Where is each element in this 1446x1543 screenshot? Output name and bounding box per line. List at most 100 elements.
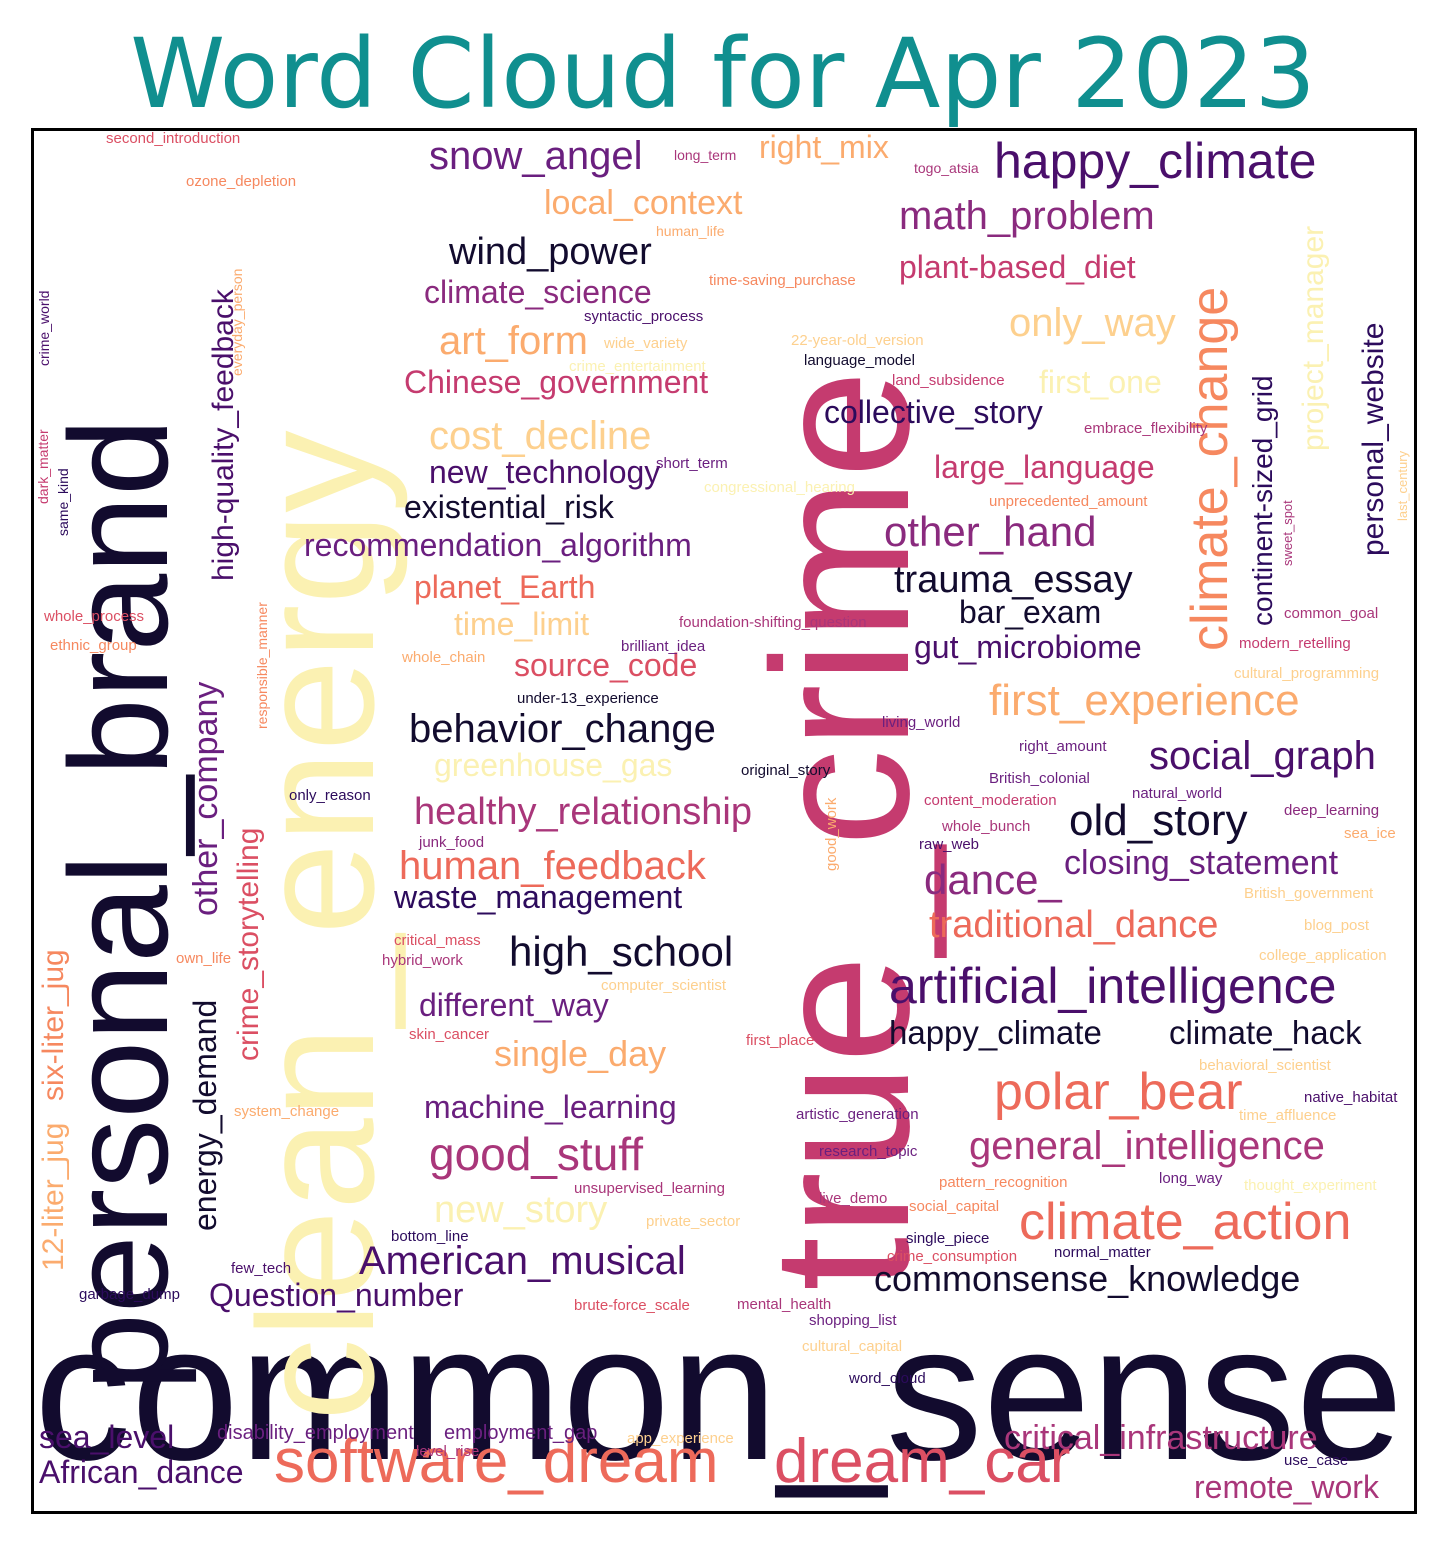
- word-word-cloud: word_cloud: [849, 1370, 926, 1387]
- word-under-13-experience: under-13_experience: [517, 690, 659, 707]
- chart-title: Word Cloud for Apr 2023: [130, 18, 1316, 130]
- word-new-story: new_story: [434, 1189, 608, 1231]
- word-single-piece: single_piece: [906, 1230, 990, 1247]
- word-local-context: local_context: [544, 184, 743, 222]
- word-happy-climate: happy_climate: [889, 1014, 1102, 1051]
- word-last-century: last_century: [1395, 450, 1410, 521]
- word-closing-statement: closing_statement: [1064, 844, 1339, 882]
- word-first-one: first_one: [1039, 364, 1162, 400]
- word-american-musical: American_musical: [359, 1239, 686, 1283]
- word-natural-world: natural_world: [1132, 785, 1223, 802]
- word-app-experience: app_experience: [627, 1430, 734, 1447]
- word-waste-management: waste_management: [394, 879, 683, 915]
- word-wind-power: wind_power: [449, 231, 652, 273]
- word-level-rise: level_rise: [416, 1443, 480, 1460]
- word-polar-bear: polar_bear: [994, 1063, 1243, 1121]
- word-new-technology: new_technology: [429, 454, 661, 490]
- word-other-hand: other_hand: [884, 508, 1097, 555]
- word-whole-process: whole_process: [44, 608, 145, 625]
- word-own-life: own_life: [176, 950, 232, 967]
- word-normal-matter: normal_matter: [1054, 1244, 1151, 1261]
- word-pattern-recognition: pattern_recognition: [939, 1174, 1068, 1191]
- word-personal-brand: personal_brand: [40, 418, 197, 1391]
- word-artistic-generation: artistic_generation: [796, 1106, 919, 1123]
- word-human-life: human_life: [656, 223, 725, 239]
- word-crime-entertainment: crime_entertainment: [569, 358, 706, 375]
- word-everyday-person: everyday_person: [229, 268, 245, 376]
- word-dance-: dance_: [924, 856, 1062, 903]
- word-native-habitat: native_habitat: [1304, 1089, 1398, 1106]
- word-recommendation-algorithm: recommendation_algorithm: [304, 527, 692, 563]
- word-crime-world: crime_world: [36, 290, 52, 366]
- word-few-tech: few_tech: [231, 1260, 292, 1277]
- word-critical-infrastructure: critical_infrastructure: [1004, 1419, 1318, 1457]
- word-long-term: long_term: [674, 147, 737, 163]
- word-source-code: source_code: [514, 647, 698, 683]
- word-employment-gap: employment_gap: [444, 1422, 598, 1444]
- word-time-limit: time_limit: [454, 606, 590, 642]
- word-cloud-canvas: common_sense true_crime clean_energy person…: [31, 128, 1417, 1514]
- word-only-reason: only_reason: [289, 787, 371, 804]
- word-six-liter-jug: six-liter_jug: [37, 949, 70, 1101]
- word-other-company: other_company: [187, 681, 225, 916]
- word-live-demo: live_demo: [819, 1190, 888, 1207]
- word-happy-climate: happy_climate: [994, 133, 1317, 189]
- word-bar-exam: bar_exam: [959, 594, 1102, 630]
- word-hybrid-work: hybrid_work: [382, 952, 463, 969]
- word-land-subsidence: land_subsidence: [892, 372, 1005, 389]
- word-deep-learning: deep_learning: [1284, 802, 1380, 819]
- word-wide-variety: wide_variety: [604, 335, 688, 352]
- word-cultural-capital: cultural_capital: [802, 1338, 903, 1355]
- word-right-amount: right_amount: [1019, 738, 1107, 755]
- word-art-form: art_form: [439, 319, 588, 363]
- word-unprecedented-amount: unprecedented_amount: [989, 493, 1148, 510]
- word-syntactic-process: syntactic_process: [584, 308, 704, 325]
- word-chinese-government: Chinese_government: [404, 364, 709, 400]
- word-cultural-programming: cultural_programming: [1234, 665, 1380, 682]
- word-raw-web: raw_web: [919, 836, 980, 853]
- word-only-way: only_way: [1009, 301, 1176, 345]
- word-college-application: college_application: [1259, 947, 1387, 964]
- word-planet-earth: planet_Earth: [414, 569, 596, 605]
- word-congressional-hearing: congressional_hearing: [704, 479, 855, 496]
- word-climate-action: climate_action: [1019, 1193, 1352, 1251]
- word-content-moderation: content_moderation: [924, 792, 1057, 809]
- word-plant-based-diet: plant-based_diet: [899, 249, 1136, 285]
- word-climate-change: climate_change: [1181, 286, 1239, 651]
- word-existential-risk: existential_risk: [404, 489, 614, 525]
- word-collective-story: collective_story: [824, 394, 1043, 430]
- word-large-language: large_language: [934, 449, 1155, 485]
- word-long-way: long_way: [1159, 1170, 1223, 1187]
- word-behavior-change: behavior_change: [409, 707, 716, 751]
- word-machine-learning: machine_learning: [424, 1089, 677, 1125]
- word-critical-mass: critical_mass: [394, 932, 481, 949]
- word-energy-demand: energy_demand: [187, 999, 223, 1231]
- word-cost-decline: cost_decline: [429, 414, 652, 458]
- word-unsupervised-learning: unsupervised_learning: [574, 1180, 725, 1197]
- word-ozone-depletion: ozone_depletion: [186, 173, 297, 190]
- word-old-story: old_story: [1069, 796, 1248, 845]
- word-embrace-flexibility: embrace_flexibility: [1084, 420, 1208, 437]
- word-different-way: different_way: [419, 987, 609, 1023]
- word-continent-sized-grid: continent-sized_grid: [1247, 375, 1278, 626]
- word-same-kind: same_kind: [55, 468, 71, 536]
- word-commonsense-knowledge: commonsense_knowledge: [874, 1258, 1301, 1299]
- word-greenhouse-gas: greenhouse_gas: [434, 747, 673, 783]
- word-british-colonial: British_colonial: [989, 770, 1090, 787]
- word-climate-science: climate_science: [424, 274, 652, 310]
- word-whole-chain: whole_chain: [402, 649, 486, 666]
- word-personal-website: personal_website: [1357, 322, 1390, 556]
- word-british-government: British_government: [1244, 885, 1374, 902]
- word-bottom-line: bottom_line: [391, 1228, 469, 1245]
- word-research-topic: research_topic: [819, 1143, 918, 1160]
- word-12-liter-jug: 12-liter_jug: [37, 1122, 70, 1271]
- word-math-problem: math_problem: [899, 194, 1155, 238]
- word-junk-food: junk_food: [419, 834, 485, 851]
- word-whole-bunch: whole_bunch: [942, 818, 1031, 835]
- word-common-sense: common_sense: [34, 1284, 1404, 1501]
- word-thought-experiment: thought_experiment: [1244, 1177, 1377, 1194]
- word-dream-car: dream_car: [774, 1427, 1071, 1496]
- word-sea-ice: sea_ice: [1344, 825, 1396, 842]
- word-right-mix: right_mix: [759, 129, 889, 165]
- word-modern-retelling: modern_retelling: [1239, 635, 1351, 652]
